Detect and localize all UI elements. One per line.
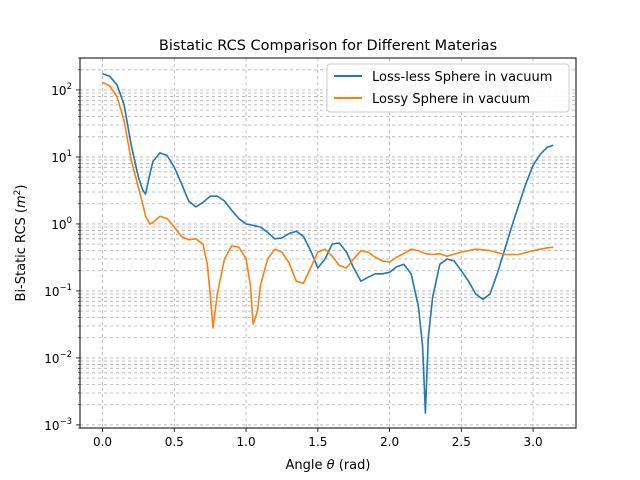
y-tick-label-exponent: 2	[67, 82, 72, 92]
x-axis-label-base: Angle	[286, 458, 327, 473]
y-tick-label: 10−3	[44, 417, 72, 433]
y-axis-label-var: m	[14, 195, 29, 208]
y-tick-label: 100	[51, 216, 72, 232]
y-tick-label-base: 10	[51, 218, 66, 232]
y-axis-label-sup: 2	[13, 190, 23, 196]
legend: Loss-less Sphere in vacuum Lossy Sphere …	[326, 63, 570, 113]
y-tick-label: 101	[51, 149, 72, 165]
chart-title: Bistatic RCS Comparison for Different Ma…	[159, 38, 497, 54]
y-axis-label-close: )	[14, 185, 29, 190]
y-axis-label: Bi-Static RCS (m2)	[13, 185, 29, 302]
y-tick-label-exponent: −3	[59, 417, 72, 427]
y-tick-label-exponent: −2	[59, 350, 72, 360]
x-tick-label: 1.0	[237, 435, 256, 449]
x-tick-label: 1.5	[308, 435, 327, 449]
y-tick-label-base: 10	[51, 151, 66, 165]
x-ticks: 0.0 0.5 1.0 1.5 2.0 2.5 3.0	[93, 428, 543, 449]
x-tick-label: 0.5	[165, 435, 184, 449]
y-tick-label-base: 10	[44, 419, 59, 433]
legend-label-lossy: Lossy Sphere in vacuum	[372, 92, 530, 107]
y-axis-label-base: Bi-Static RCS (	[14, 208, 29, 301]
x-axis-label-symbol: θ	[327, 458, 335, 473]
series-layer	[102, 72, 554, 414]
legend-label-lossless: Loss-less Sphere in vacuum	[372, 70, 552, 85]
x-tick-label: 2.0	[380, 435, 399, 449]
plot-frame	[79, 57, 577, 429]
series-line-0	[102, 72, 554, 414]
y-tick-label-exponent: −1	[59, 283, 72, 293]
y-tick-label-exponent: 0	[67, 216, 72, 226]
x-tick-label: 2.5	[452, 435, 471, 449]
x-tick-label: 3.0	[524, 435, 543, 449]
series-line-1	[102, 81, 554, 329]
y-tick-label: 10−2	[44, 350, 72, 366]
y-tick-label-base: 10	[51, 84, 66, 98]
x-axis-label-unit: (rad)	[335, 458, 371, 473]
x-tick-label: 0.0	[93, 435, 112, 449]
x-axis-label: Angle θ (rad)	[286, 458, 371, 473]
y-tick-label-base: 10	[44, 285, 59, 299]
y-tick-label-base: 10	[44, 352, 59, 366]
y-tick-label-exponent: 1	[67, 149, 72, 159]
y-tick-label: 102	[51, 82, 72, 98]
legend-box	[326, 63, 570, 113]
y-tick-label: 10−1	[44, 283, 72, 299]
